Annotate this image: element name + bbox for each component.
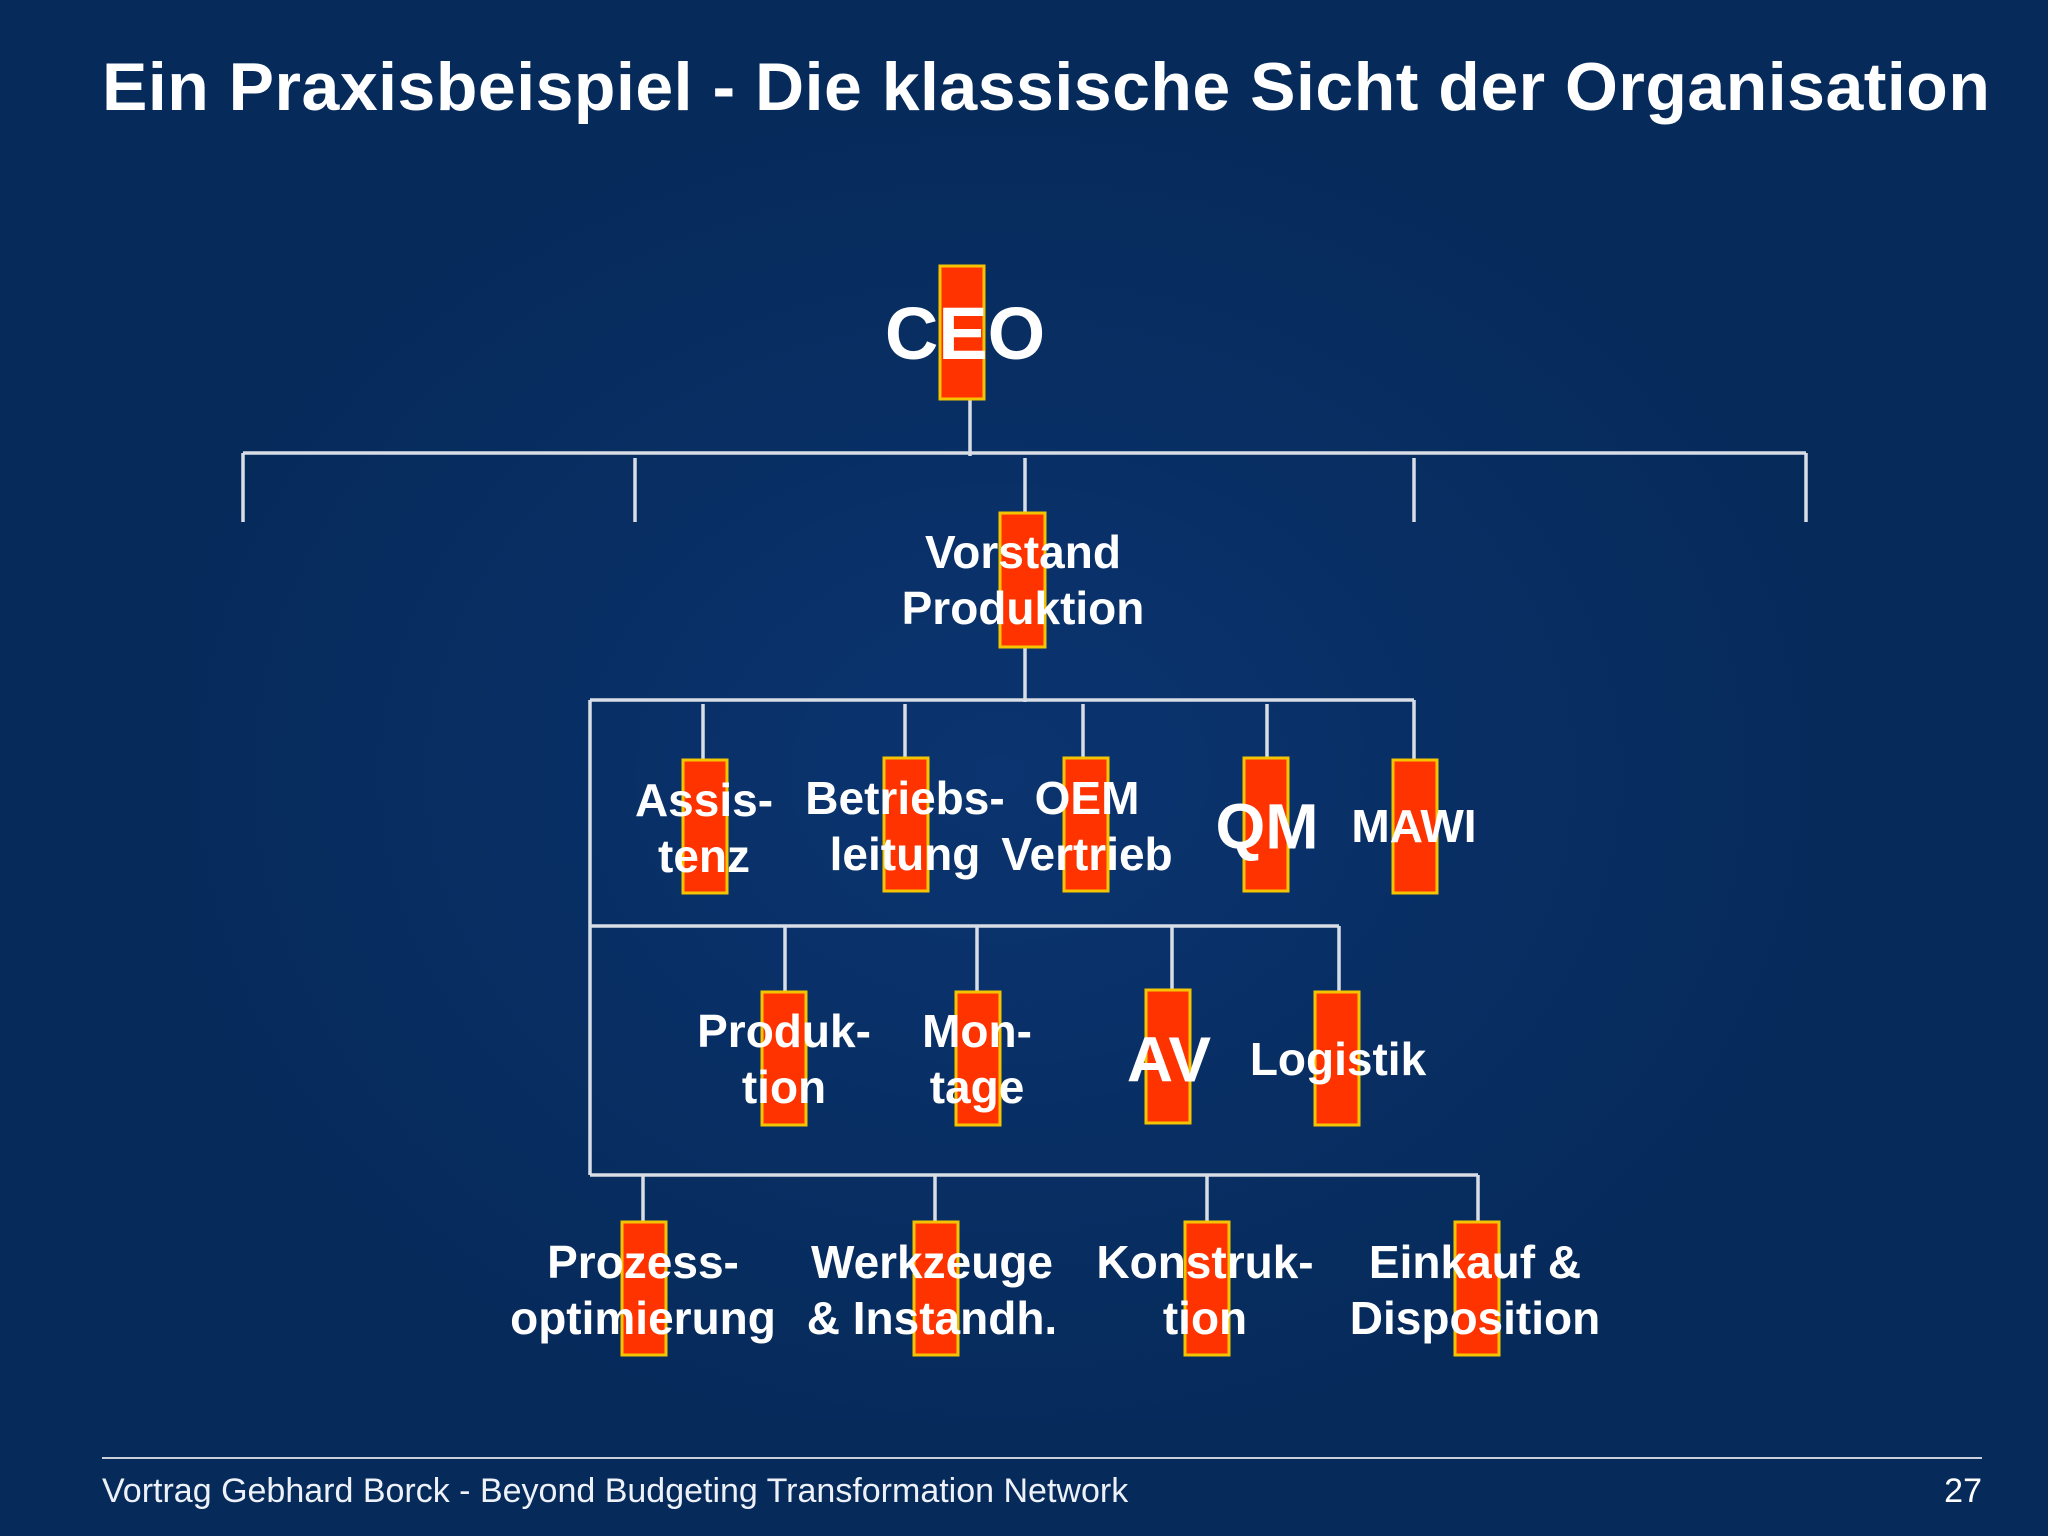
org-node-box [1242, 756, 1290, 893]
org-node-box [912, 1220, 960, 1357]
org-node-box [1313, 990, 1361, 1127]
org-node: CEO [885, 264, 1045, 401]
org-node: Konstruk-tion [1096, 1220, 1314, 1357]
org-node-box [954, 990, 1002, 1127]
org-node-box [620, 1220, 668, 1357]
org-node-label: tage [930, 1061, 1025, 1113]
org-node-label: optimierung [510, 1292, 776, 1344]
org-node-label: Logistik [1250, 1033, 1427, 1085]
org-node: AV [1127, 988, 1211, 1125]
org-node-label: & Instandh. [807, 1292, 1057, 1344]
org-node-label: Produktion [902, 582, 1145, 634]
org-node-box [1183, 1220, 1231, 1357]
org-node: Einkauf &Disposition [1350, 1220, 1600, 1357]
org-node-label: Einkauf & [1369, 1236, 1581, 1288]
org-node-box [760, 990, 808, 1127]
footer-text: Vortrag Gebhard Borck - Beyond Budgeting… [102, 1472, 1129, 1510]
org-node-label: CEO [885, 292, 1045, 375]
page-number: 27 [1944, 1472, 1982, 1510]
slide-title: Ein Praxisbeispiel - Die klassische Sich… [102, 49, 1991, 125]
org-node-label: Vorstand [925, 526, 1121, 578]
org-node-box [681, 758, 729, 895]
org-node-label: Konstruk- [1096, 1236, 1313, 1288]
org-node-label: Produk- [697, 1005, 871, 1057]
org-node: Werkzeuge& Instandh. [807, 1220, 1057, 1357]
connector-lines [241, 398, 1808, 1222]
org-node-label: leitung [830, 828, 981, 880]
org-node-label: AV [1127, 1023, 1211, 1095]
org-node: Produk-tion [697, 990, 871, 1127]
org-node-box [938, 264, 986, 401]
org-node-label: tenz [658, 830, 750, 882]
org-node: Assis-tenz [635, 758, 773, 895]
org-node-label: OEM [1035, 772, 1140, 824]
org-node: Prozess-optimierung [510, 1220, 776, 1357]
org-node-label: Disposition [1350, 1292, 1600, 1344]
footer-divider [102, 1457, 1982, 1459]
org-node-label: Betriebs- [805, 772, 1004, 824]
org-node-label: tion [1163, 1292, 1247, 1344]
org-node-label: MAWI [1351, 800, 1476, 852]
org-node: QM [1215, 756, 1319, 893]
org-node-label: Mon- [922, 1005, 1032, 1057]
org-node-label: tion [742, 1061, 826, 1113]
org-node-label: Vertrieb [1001, 828, 1172, 880]
org-node-box [882, 756, 930, 893]
org-nodes: CEOVorstandProduktionAssis-tenzBetriebs-… [510, 264, 1600, 1357]
org-node-label: Werkzeuge [811, 1236, 1053, 1288]
org-node-label: Prozess- [547, 1236, 739, 1288]
org-node-box [1453, 1220, 1501, 1357]
org-node: Logistik [1250, 990, 1427, 1127]
org-node: Mon-tage [922, 990, 1032, 1127]
org-node: MAWI [1351, 758, 1477, 895]
org-node: Betriebs-leitung [805, 756, 1005, 893]
org-node-box [998, 511, 1047, 649]
org-node-label: Assis- [635, 774, 773, 826]
org-node-box [1062, 756, 1110, 893]
org-node-box [1391, 758, 1439, 895]
slide-background [190, 130, 1810, 1420]
org-node-box [1144, 988, 1192, 1125]
org-node-label: QM [1215, 790, 1318, 862]
